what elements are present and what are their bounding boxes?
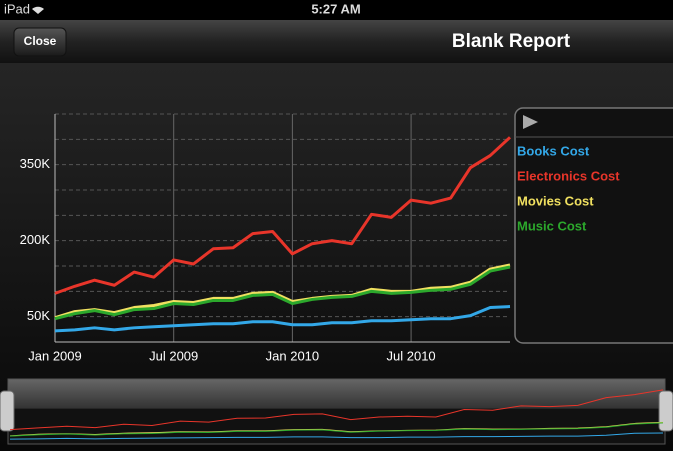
series-line bbox=[54, 136, 512, 295]
x-tick-label: Jan 2009 bbox=[28, 348, 82, 363]
x-tick-label: Jul 2010 bbox=[387, 348, 436, 363]
legend-entry: Music Cost bbox=[517, 218, 587, 233]
nav-bar bbox=[0, 20, 673, 63]
legend-entry: Electronics Cost bbox=[517, 168, 620, 183]
legend-toggle[interactable] bbox=[523, 115, 538, 129]
wifi-icon bbox=[32, 6, 44, 14]
close-label[interactable]: Close bbox=[24, 34, 57, 48]
y-tick-label: 50K bbox=[27, 308, 50, 323]
navigator-line bbox=[9, 422, 664, 437]
device-name: iPad bbox=[4, 1, 30, 16]
navigator-handle-left[interactable] bbox=[0, 390, 15, 432]
navigator-handle-right[interactable] bbox=[658, 390, 673, 432]
x-tick-label: Jul 2009 bbox=[149, 348, 198, 363]
legend-entry: Movies Cost bbox=[517, 193, 594, 208]
legend-panel bbox=[514, 107, 673, 344]
series-line bbox=[54, 263, 511, 320]
navigator-line bbox=[9, 389, 664, 431]
y-tick-label: 350K bbox=[20, 156, 51, 171]
legend-entry: Books Cost bbox=[517, 143, 590, 158]
navigator-line bbox=[9, 432, 664, 440]
navigator-line bbox=[9, 421, 664, 437]
series-line bbox=[54, 305, 511, 333]
nav-title: Blank Report bbox=[452, 31, 571, 52]
navigator[interactable] bbox=[7, 378, 666, 445]
clock: 5:27 AM bbox=[311, 1, 360, 16]
x-tick-label: Jan 2010 bbox=[266, 348, 320, 363]
close-button[interactable] bbox=[13, 27, 67, 57]
status-bar bbox=[0, 0, 673, 20]
series-line bbox=[54, 265, 511, 321]
y-tick-label: 200K bbox=[20, 232, 51, 247]
